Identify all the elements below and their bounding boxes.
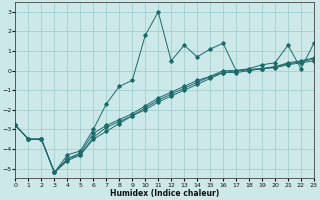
X-axis label: Humidex (Indice chaleur): Humidex (Indice chaleur) xyxy=(110,189,219,198)
